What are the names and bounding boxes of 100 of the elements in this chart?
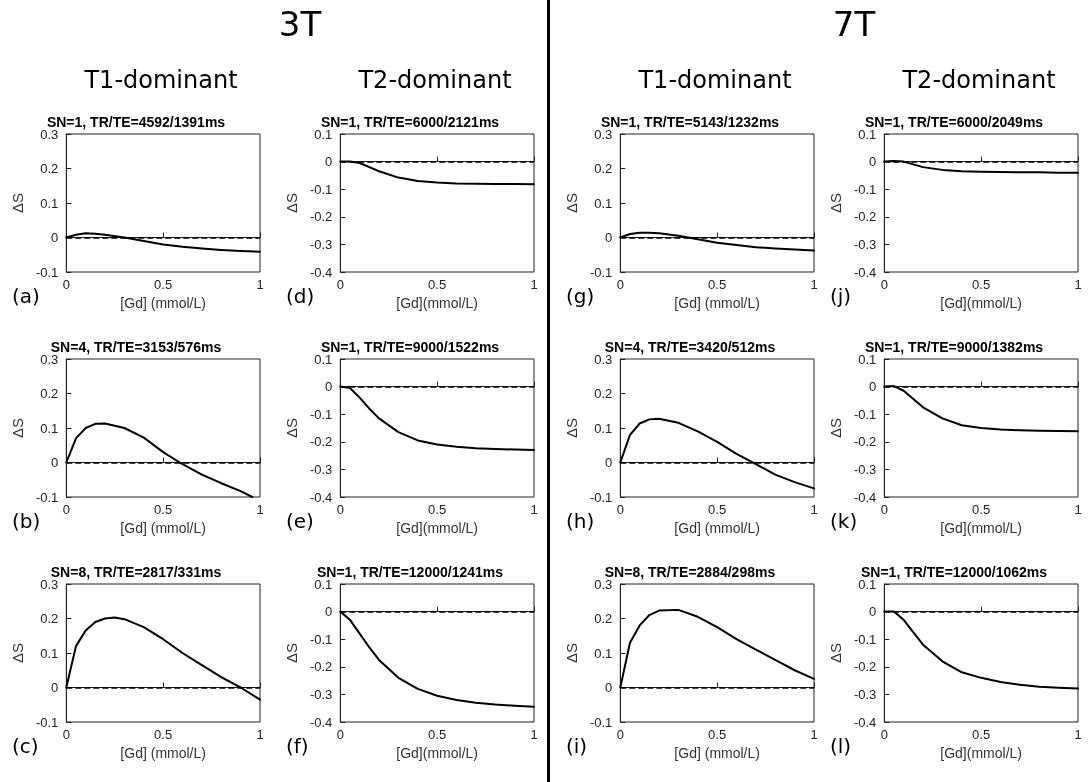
y-axis-title: ΔS	[563, 417, 580, 439]
text: (c)	[12, 734, 39, 758]
y-tick-label: -0.1	[309, 181, 333, 197]
y-axis-title: ΔS	[563, 192, 580, 214]
x-axis-title: [Gd] (mmol/L)	[674, 745, 760, 761]
x-tick-label: 1	[810, 277, 818, 292]
y-tick-label: -0.2	[309, 434, 333, 450]
y-tick-label: 0	[51, 230, 59, 245]
x-tick-label: 0	[336, 277, 344, 292]
y-tick-label: 0.2	[594, 386, 613, 401]
y-axis-title: ΔS	[283, 192, 300, 214]
y-axis-title: ΔS	[827, 417, 844, 439]
x-tick-label: 0.5	[708, 277, 727, 292]
y-tick-label: -0.2	[853, 659, 877, 675]
y-axis-title: ΔS	[283, 642, 300, 664]
x-tick-label: 0.5	[154, 502, 173, 517]
y-tick-label: -0.1	[853, 406, 877, 422]
x-tick-label: 1	[530, 727, 538, 742]
x-axis-title: [Gd](mmol/L)	[940, 745, 1022, 761]
y-tick-label: 0.1	[594, 645, 613, 661]
x-tick-label: 1	[1074, 502, 1082, 517]
y-tick-label: -0.1	[35, 714, 59, 730]
x-tick-label: 1	[810, 727, 818, 742]
x-tick-label: 1	[1074, 277, 1082, 292]
y-tick-label: -0.3	[309, 686, 333, 702]
x-tick-label: 0.5	[428, 502, 447, 517]
y-tick-label: 0	[869, 604, 877, 620]
x-tick-label: 0.5	[154, 727, 173, 742]
y-tick-label: -0.4	[309, 489, 333, 505]
y-tick-label: 0	[869, 379, 877, 395]
y-tick-label: -0.1	[309, 631, 333, 647]
x-tick-label: 0	[616, 727, 624, 742]
y-tick-label: 0	[51, 455, 59, 470]
y-tick-label: -0.1	[589, 714, 613, 730]
y-tick-label: 0	[605, 680, 613, 695]
y-tick-label: -0.2	[853, 209, 877, 225]
y-tick-label: -0.1	[35, 264, 59, 280]
y-tick-label: -0.1	[309, 406, 333, 422]
y-tick-label: 0	[51, 680, 59, 695]
text: (f)	[286, 734, 309, 758]
y-tick-label: -0.4	[853, 489, 877, 505]
text: (g)	[566, 284, 595, 308]
x-tick-label: 0	[62, 727, 70, 742]
x-tick-label: 0	[880, 727, 888, 742]
text: T2-dominant	[901, 66, 1057, 94]
y-axis-title: ΔS	[9, 192, 26, 214]
y-tick-label: 0.1	[40, 195, 59, 211]
x-tick-label: 0.5	[972, 277, 991, 292]
text: (a)	[12, 284, 40, 308]
x-axis-title: [Gd](mmol/L)	[940, 295, 1022, 311]
y-tick-label: -0.2	[853, 434, 877, 450]
x-tick-label: 0	[62, 277, 70, 292]
x-axis-title: [Gd](mmol/L)	[940, 520, 1022, 536]
x-tick-label: 0.5	[708, 502, 727, 517]
y-axis-title: ΔS	[827, 642, 844, 664]
y-axis-title: ΔS	[9, 417, 26, 439]
x-tick-label: 0.5	[972, 502, 991, 517]
x-tick-label: 1	[530, 277, 538, 292]
x-axis-title: [Gd](mmol/L)	[396, 745, 478, 761]
y-tick-label: -0.1	[589, 489, 613, 505]
x-tick-label: 1	[1074, 727, 1082, 742]
text: (d)	[286, 284, 315, 308]
x-axis-title: [Gd] (mmol/L)	[120, 520, 206, 536]
y-tick-label: -0.4	[853, 264, 877, 280]
y-tick-label: 0.1	[40, 645, 59, 661]
x-axis-title: [Gd](mmol/L)	[396, 520, 478, 536]
y-tick-label: -0.4	[853, 714, 877, 730]
x-tick-label: 0.5	[428, 277, 447, 292]
x-tick-label: 1	[530, 502, 538, 517]
y-tick-label: -0.4	[309, 264, 333, 280]
y-tick-label: 0.1	[594, 420, 613, 436]
y-tick-label: 0.1	[40, 420, 59, 436]
y-tick-label: 0.2	[594, 161, 613, 176]
x-axis-title: [Gd] (mmol/L)	[120, 745, 206, 761]
x-axis-title: [Gd] (mmol/L)	[120, 295, 206, 311]
y-tick-label: -0.4	[309, 714, 333, 730]
x-tick-label: 1	[256, 502, 264, 517]
x-tick-label: 0	[336, 727, 344, 742]
y-tick-label: 0	[325, 379, 333, 395]
y-axis-title: ΔS	[9, 642, 26, 664]
text: T1-dominant	[83, 66, 239, 94]
text: (b)	[12, 509, 41, 533]
y-tick-label: 0	[869, 154, 877, 170]
x-tick-label: 0.5	[972, 727, 991, 742]
x-tick-label: 1	[810, 502, 818, 517]
text: (l)	[830, 734, 852, 758]
text: 3T	[277, 4, 323, 44]
text: (e)	[286, 509, 314, 533]
x-tick-label: 0.5	[708, 727, 727, 742]
y-tick-label: -0.3	[853, 461, 877, 477]
y-tick-label: 0	[605, 230, 613, 245]
x-axis-title: [Gd](mmol/L)	[396, 295, 478, 311]
y-tick-label: 0	[325, 154, 333, 170]
y-tick-label: -0.3	[309, 236, 333, 252]
y-axis-title: ΔS	[563, 642, 580, 664]
text: T2-dominant	[357, 66, 513, 94]
x-tick-label: 0	[336, 502, 344, 517]
y-tick-label: -0.1	[35, 489, 59, 505]
y-tick-label: -0.1	[853, 181, 877, 197]
text: 7T	[831, 4, 877, 44]
